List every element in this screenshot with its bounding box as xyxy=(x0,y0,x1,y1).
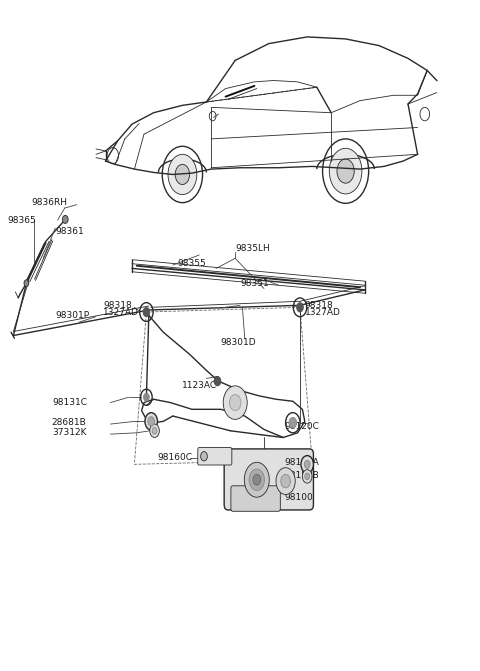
FancyBboxPatch shape xyxy=(231,486,280,511)
Circle shape xyxy=(145,413,157,430)
Circle shape xyxy=(305,473,310,480)
Text: 37312K: 37312K xyxy=(52,428,86,437)
Text: 98154A: 98154A xyxy=(284,458,319,468)
Circle shape xyxy=(289,417,297,428)
Circle shape xyxy=(337,159,354,183)
Text: 98355: 98355 xyxy=(178,258,206,268)
Circle shape xyxy=(214,376,221,386)
Circle shape xyxy=(304,460,310,468)
Text: 1327AD: 1327AD xyxy=(103,308,139,317)
Text: 98318: 98318 xyxy=(103,301,132,310)
Circle shape xyxy=(281,474,290,488)
FancyBboxPatch shape xyxy=(224,449,313,510)
Circle shape xyxy=(301,456,313,473)
Circle shape xyxy=(152,427,157,434)
Text: 9836RH: 9836RH xyxy=(31,198,67,207)
Circle shape xyxy=(144,393,149,401)
Circle shape xyxy=(148,417,155,426)
Circle shape xyxy=(249,469,264,491)
Text: 98120C: 98120C xyxy=(284,421,319,431)
Circle shape xyxy=(297,303,303,312)
Circle shape xyxy=(223,386,247,419)
Circle shape xyxy=(150,424,159,437)
Text: 98100: 98100 xyxy=(284,493,313,503)
Text: 1327AD: 1327AD xyxy=(305,308,341,317)
FancyBboxPatch shape xyxy=(198,448,232,465)
Text: 98361: 98361 xyxy=(56,227,84,236)
Text: 28681B: 28681B xyxy=(52,418,86,427)
Circle shape xyxy=(143,307,150,317)
Text: 98152B: 98152B xyxy=(284,470,319,480)
Text: 98160C: 98160C xyxy=(157,453,192,462)
Text: 98365: 98365 xyxy=(7,215,36,225)
Circle shape xyxy=(168,154,197,195)
Text: 98301P: 98301P xyxy=(55,311,89,320)
Circle shape xyxy=(62,215,68,223)
Circle shape xyxy=(244,462,269,497)
Text: 98301D: 98301D xyxy=(221,338,256,347)
Text: 9835LH: 9835LH xyxy=(235,244,270,253)
Circle shape xyxy=(201,452,207,461)
Text: 98131C: 98131C xyxy=(53,398,88,407)
Circle shape xyxy=(229,395,241,411)
Circle shape xyxy=(329,148,362,194)
Circle shape xyxy=(253,474,261,485)
Text: 98318: 98318 xyxy=(305,301,334,310)
Text: 1123AC: 1123AC xyxy=(182,380,217,390)
Circle shape xyxy=(276,468,295,495)
Circle shape xyxy=(175,164,190,185)
Text: 98351: 98351 xyxy=(240,279,269,289)
Circle shape xyxy=(302,470,312,483)
Circle shape xyxy=(24,280,29,287)
